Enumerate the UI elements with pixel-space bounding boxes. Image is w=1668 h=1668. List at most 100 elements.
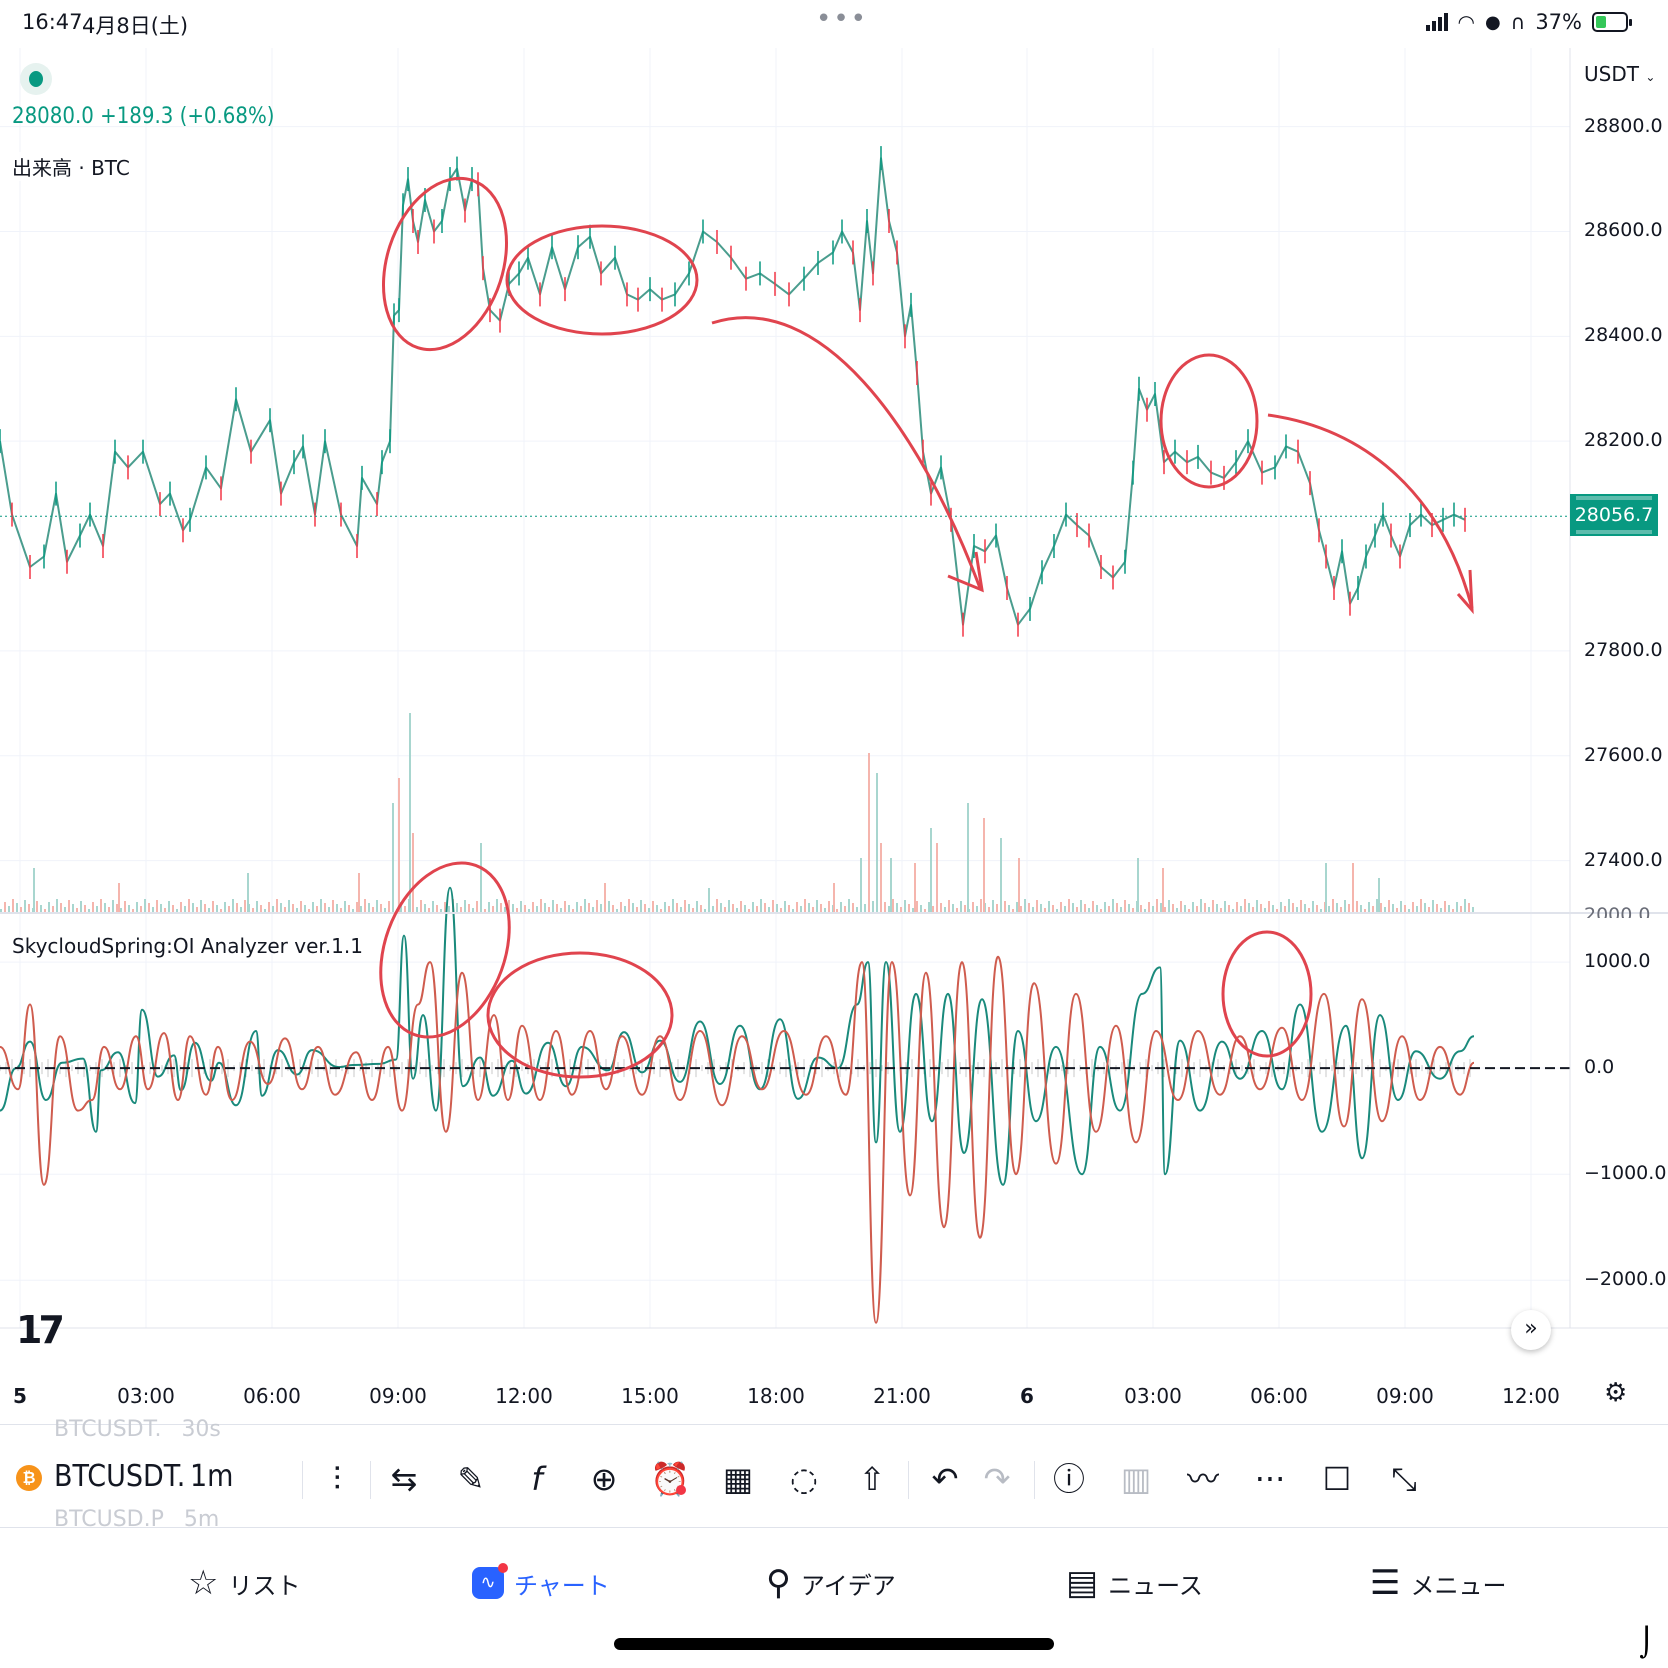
oi-line-1 <box>0 886 1475 1186</box>
volume-bar <box>1072 903 1074 913</box>
volume-bar <box>80 901 82 913</box>
timeframe-selector[interactable]: 1m <box>190 1459 234 1494</box>
volume-bar <box>228 906 230 913</box>
chart-area[interactable]: 28080.0 +189.3 (+0.68%) 出来高 · BTC Skyclo… <box>0 48 1668 1438</box>
indicator-legend[interactable]: SkycloudSpring:OI Analyzer ver.1.1 <box>12 934 363 958</box>
volume-bar <box>120 908 122 913</box>
volume-bar <box>398 778 400 913</box>
annotation-circle-1 <box>381 176 509 352</box>
currency-selector[interactable]: USDT ⌄ <box>1584 62 1655 86</box>
symbol-selector[interactable]: BTCUSDT. <box>54 1459 186 1494</box>
volume-bar <box>896 903 898 913</box>
square-icon[interactable]: ☐ <box>1322 1460 1352 1498</box>
draw-icon[interactable]: ✎ <box>457 1460 485 1498</box>
chart-canvas[interactable] <box>0 48 1668 1438</box>
undo-icon[interactable]: ↶ <box>931 1460 959 1498</box>
volume-bar <box>800 906 802 913</box>
redo-icon[interactable]: ↷ <box>983 1460 1011 1498</box>
add-icon[interactable]: ⊕ <box>590 1460 618 1498</box>
volume-bar <box>628 899 630 913</box>
volume-bar <box>960 901 962 913</box>
indicator-axis-label: 0.0 <box>1584 1056 1615 1079</box>
nav-list[interactable]: ☆ リスト <box>188 1558 300 1608</box>
share-icon[interactable]: ⇧ <box>858 1460 886 1498</box>
volume-bar <box>1452 909 1454 913</box>
indicator-axis-label: 1000.0 <box>1584 950 1651 973</box>
market-status-icon[interactable] <box>20 63 52 95</box>
volume-bar <box>692 908 694 913</box>
volume-bar <box>684 900 686 913</box>
volume-bar <box>516 908 518 913</box>
volume-bar <box>988 907 990 913</box>
volume-bar <box>468 904 470 913</box>
volume-bar <box>1204 903 1206 913</box>
multitask-dots[interactable]: ••• <box>816 4 869 34</box>
person-icon: ● <box>1484 11 1501 33</box>
replay-icon[interactable]: ⇆ <box>390 1460 418 1498</box>
idea-icon[interactable]: ◌ <box>790 1460 818 1498</box>
volume-bar <box>1304 904 1306 913</box>
volume-bar <box>128 905 130 913</box>
volume-bar <box>252 908 254 913</box>
volume-bar <box>636 907 638 913</box>
price-axis-label: 28600.0 <box>1584 219 1663 242</box>
volume-bar <box>608 901 610 913</box>
layout-icon[interactable]: ▦ <box>722 1460 754 1498</box>
toolbar-divider <box>1034 1461 1035 1499</box>
volume-bar <box>736 908 738 913</box>
volume-icon[interactable]: ▥ <box>1120 1460 1152 1498</box>
date: 4月8日(土) <box>82 14 189 38</box>
grid-lines <box>0 48 1570 1328</box>
nav-menu[interactable]: ☰ メニュー <box>1370 1558 1506 1608</box>
lightbulb-icon: ⚲ <box>766 1563 791 1603</box>
chart-settings-button[interactable]: ⚙ <box>1604 1378 1627 1408</box>
volume-bar <box>448 906 450 913</box>
volume-bar <box>1428 907 1430 913</box>
volume-bar <box>460 907 462 913</box>
volume-bar <box>712 906 714 913</box>
volume-bar <box>592 907 594 913</box>
info-icon[interactable]: ⓘ <box>1052 1460 1085 1498</box>
volume-bar <box>872 901 874 913</box>
chart-toolbar: BTCUSDT. 30s ₿ BTCUSDT. 1m BTCUSD.P 5m ⫶ ⇆… <box>0 1417 1668 1529</box>
volume-bar <box>1348 904 1350 913</box>
volume-bar <box>833 883 835 913</box>
volume-bar <box>588 903 590 913</box>
more-icon[interactable]: ··· <box>1254 1460 1286 1498</box>
volume-bar <box>36 901 38 913</box>
volume-bar <box>328 907 330 913</box>
volume-bar <box>576 902 578 913</box>
volume-bar <box>1308 908 1310 913</box>
volume-bar <box>528 909 530 913</box>
corner-mark: ⌡ <box>1639 1626 1654 1659</box>
indicator-icon[interactable]: f <box>531 1460 543 1498</box>
trend-icon[interactable]: 〰 <box>1186 1460 1219 1498</box>
candlestick-icon[interactable]: ⫶ <box>332 1460 341 1498</box>
volume-bar <box>914 863 916 913</box>
scroll-to-realtime-button[interactable]: » <box>1511 1310 1551 1350</box>
volume-bar <box>1332 899 1334 913</box>
price-axis-label: 27600.0 <box>1584 743 1663 766</box>
volume-bar <box>612 905 614 913</box>
volume-bar <box>200 900 202 913</box>
volume-bar <box>532 902 534 913</box>
nav-news[interactable]: ▤ ニュース <box>1066 1558 1203 1608</box>
volume-bar <box>108 907 110 913</box>
home-indicator[interactable] <box>614 1638 1054 1650</box>
nav-chart[interactable]: ∿ チャート <box>472 1558 610 1608</box>
price-axis-label: 27400.0 <box>1584 848 1663 871</box>
volume-bar <box>476 901 478 913</box>
volume-bar <box>1268 901 1270 913</box>
chart-icon: ∿ <box>472 1563 508 1599</box>
badge-ghost-bottom <box>1576 530 1652 534</box>
volume-legend[interactable]: 出来高 · BTC <box>12 152 130 181</box>
volume-bar <box>728 900 730 913</box>
nav-ideas[interactable]: ⚲ アイデア <box>766 1558 896 1608</box>
volume-bar <box>1144 909 1146 913</box>
last-price-label: 28056.7 <box>1574 504 1654 526</box>
fullscreen-icon[interactable]: ⤡ <box>1391 1460 1417 1498</box>
volume-bar <box>1264 908 1266 913</box>
toolbar-divider <box>370 1461 371 1499</box>
alert-icon[interactable]: ⏰ <box>650 1460 690 1498</box>
volume-bar <box>444 902 446 913</box>
